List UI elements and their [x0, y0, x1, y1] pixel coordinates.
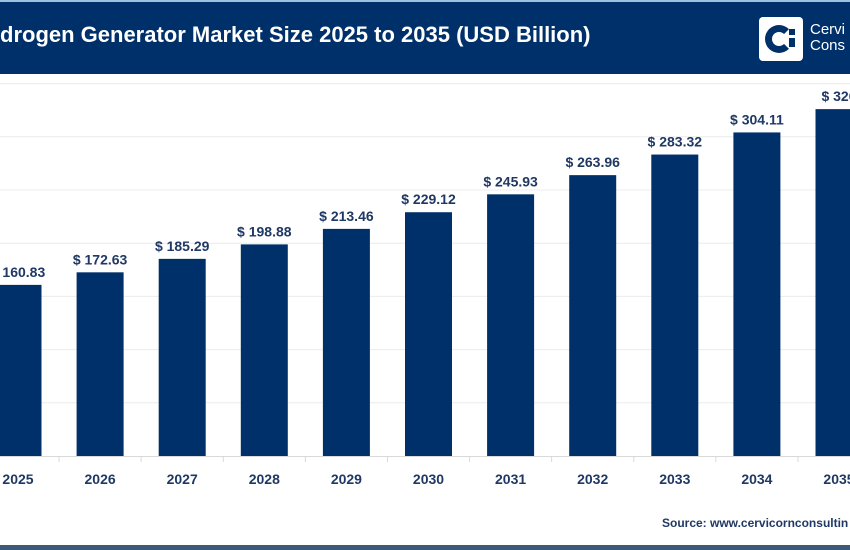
- bar-2028: [240, 244, 288, 456]
- data-label-2035: $ 326: [821, 88, 850, 104]
- bottom-border: [0, 545, 850, 550]
- x-tick-label-2028: 2028: [249, 471, 280, 487]
- x-tick-label-2033: 2033: [659, 471, 690, 487]
- bar-2035: [815, 109, 850, 457]
- data-label-2031: $ 245.93: [483, 173, 538, 189]
- chart-header: drogen Generator Market Size 2025 to 203…: [0, 0, 850, 74]
- data-label-2032: $ 263.96: [565, 154, 620, 170]
- data-label-2028: $ 198.88: [237, 223, 292, 239]
- source-note: Source: www.cervicornconsultin: [662, 516, 849, 530]
- x-tick-label-2030: 2030: [413, 471, 444, 487]
- bar-2026: [76, 272, 124, 456]
- x-tick-label-2034: 2034: [741, 471, 772, 487]
- x-tick-label-2032: 2032: [577, 471, 608, 487]
- cervicorn-logo: [759, 17, 803, 61]
- x-tick-label-2027: 2027: [167, 471, 198, 487]
- logo-text-line2: Cons: [810, 37, 846, 54]
- data-label-2027: $ 185.29: [155, 238, 210, 254]
- bar-2032: [569, 175, 617, 457]
- data-label-2033: $ 283.32: [648, 134, 703, 150]
- x-tick-label-2031: 2031: [495, 471, 526, 487]
- bar-chart: $ 160.83 2025 $ 172.63 2026 $ 185.29 2027 $ 19…: [0, 83, 850, 487]
- data-label-2026: $ 172.63: [73, 251, 128, 267]
- x-tick-label-2025: 2025: [2, 471, 33, 487]
- chart-title: drogen Generator Market Size 2025 to 203…: [0, 22, 591, 47]
- logo-c-icon: [765, 25, 793, 53]
- bar-2029: [322, 228, 370, 456]
- x-tick-label-2035: 2035: [823, 471, 850, 487]
- logo-square-icon: [789, 29, 795, 35]
- bar-2033: [651, 154, 699, 456]
- bar-2030: [405, 212, 452, 456]
- data-label-2030: $ 229.12: [401, 191, 456, 207]
- logo-text-line1: Cervi: [810, 21, 846, 38]
- data-label-2025: $ 160.83: [0, 264, 45, 280]
- x-tick-label-2029: 2029: [331, 471, 362, 487]
- bar-2034: [733, 132, 781, 457]
- bar-2027: [158, 258, 206, 456]
- logo-square-icon: [789, 38, 795, 47]
- bar-2025: [0, 284, 42, 456]
- data-label-2034: $ 304.11: [730, 111, 784, 127]
- bar-2031: [487, 194, 535, 456]
- x-tick-label-2026: 2026: [85, 471, 116, 487]
- data-label-2029: $ 213.46: [319, 208, 374, 224]
